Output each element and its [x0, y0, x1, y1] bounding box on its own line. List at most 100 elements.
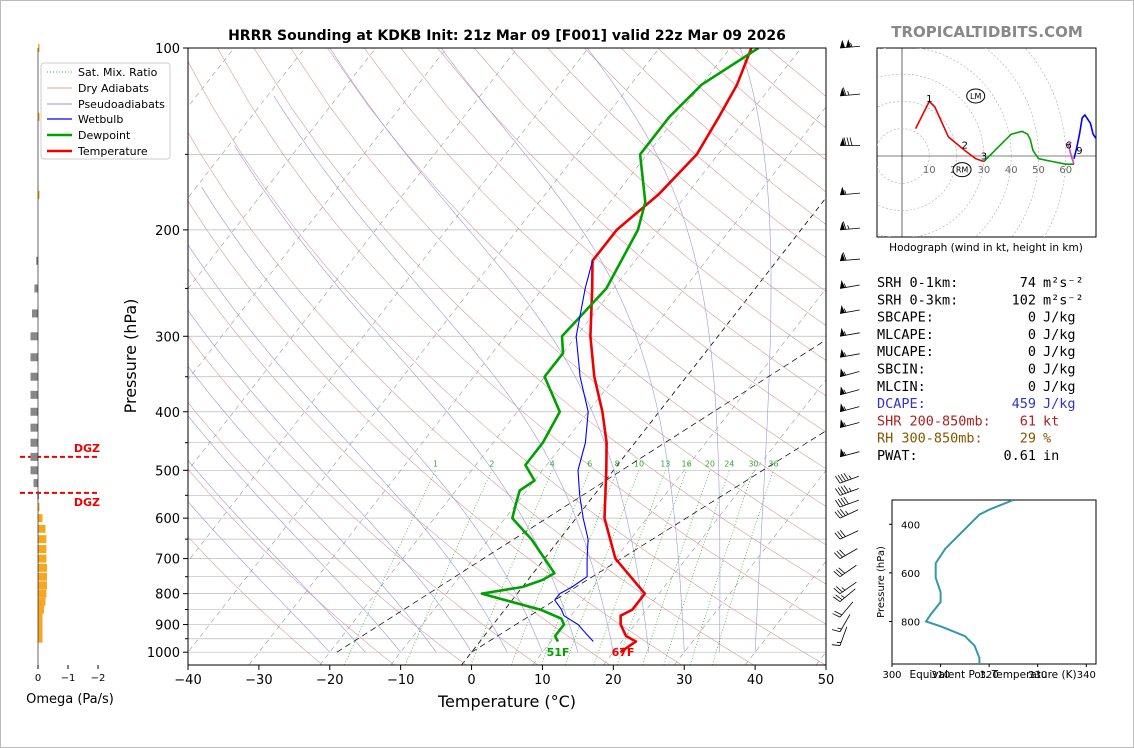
omega-bar: [30, 423, 38, 432]
barb-half: [847, 91, 850, 96]
dewpoint-line: [480, 48, 760, 643]
x-tick-label: −10: [387, 673, 414, 688]
dry-adiabat: [437, 48, 826, 397]
hodo-rm-label: RM: [956, 166, 969, 175]
barb-staff: [839, 227, 860, 231]
dry-adiabat: [327, 48, 826, 507]
index-unit: kt: [1043, 413, 1059, 429]
index-unit: J/kg: [1043, 344, 1076, 360]
mixing-ratio-line: [564, 470, 640, 665]
wind-barb: [831, 614, 851, 633]
barb-staff: [839, 488, 859, 496]
hodo-ring: [1024, 48, 1067, 237]
barb-full: [834, 610, 843, 616]
index-label: PWAT:: [877, 448, 918, 464]
barb-half: [843, 389, 847, 394]
index-value: 74: [1020, 275, 1036, 291]
barb-half: [843, 308, 847, 313]
omega-bar: [38, 524, 46, 533]
x-axis-label: Temperature (°C): [437, 692, 576, 711]
isotherm-line: [461, 197, 826, 665]
wind-barb: [839, 327, 860, 337]
mixing-ratio-label: 30: [748, 459, 758, 468]
barb-half: [843, 352, 847, 357]
sounding-indices: SRH 0-1km: 74 m²s⁻² SRH 0-3km: 102 m²s⁻² SBCAP…: [877, 275, 1084, 464]
wind-barb: [839, 221, 860, 231]
isotherm-line: [188, 48, 447, 381]
omega-bar: [30, 372, 38, 381]
omega-bar: [38, 605, 44, 614]
barb-half: [843, 283, 847, 288]
skewt-frame: [187, 47, 827, 666]
hodo-ring-label: 10: [923, 165, 936, 176]
barb-staff: [839, 475, 859, 484]
omega-bar: [30, 438, 38, 447]
mixing-ratio-label: 13: [660, 459, 670, 468]
omega-bar: [30, 452, 38, 461]
pseudoadiabat: [188, 365, 437, 653]
barb-half: [836, 641, 842, 644]
barb-full: [837, 510, 844, 518]
barb-full: [834, 532, 841, 540]
hodo-trace-green: [983, 130, 1074, 165]
mixing-ratio-line: [689, 470, 754, 665]
barb-flag: [840, 448, 845, 457]
barb-half: [841, 587, 846, 591]
skewt-lines: [480, 48, 760, 654]
omega-x-tick-label: 0: [35, 673, 41, 684]
dry-adiabat: [188, 536, 323, 665]
y-tick-label: 300: [155, 330, 180, 345]
index-label: DCAPE:: [877, 396, 926, 412]
y-tick-label: 800: [155, 588, 180, 603]
x-tick-label: 40: [747, 673, 764, 688]
barb-half: [841, 595, 845, 599]
y-axis-label: Pressure (hPa): [121, 299, 140, 414]
barb-full: [839, 508, 846, 516]
mixing-ratio-label: 10: [634, 459, 644, 468]
hodo-height-label: 2: [962, 141, 968, 152]
barb-staff: [839, 581, 857, 594]
barb-full: [835, 594, 843, 601]
wind-barb: [839, 87, 860, 97]
barb-staff: [839, 406, 860, 413]
mixing-ratio-label: 8: [615, 459, 620, 468]
index-label: MUCAPE:: [877, 344, 934, 360]
surface-dewpoint-label: 51F: [547, 646, 570, 659]
hodograph: 10203040506012369LMRM: [877, 48, 1096, 237]
wetbulb-line: [554, 260, 594, 642]
dgz-label: DGZ: [74, 496, 100, 509]
barb-flag: [845, 39, 851, 48]
omega-bar: [38, 514, 43, 523]
omega-x-tick-label: −1: [61, 673, 76, 684]
mixing-ratio-label: 24: [724, 459, 734, 468]
dry-adiabat: [290, 48, 826, 546]
temperature-line: [589, 48, 753, 654]
pseudoadiabat: [234, 145, 579, 653]
dry-adiabat: [217, 48, 826, 625]
barb-flag: [840, 252, 845, 261]
barb-full: [837, 531, 844, 539]
omega-bar: [38, 112, 40, 121]
wind-barb: [839, 386, 860, 396]
isotherm-line: [248, 48, 731, 665]
dry-adiabat: [188, 468, 395, 665]
isotherm-line: [532, 288, 826, 665]
hodograph-caption: Hodograph (wind in kt, height in km): [889, 242, 1083, 254]
pseudoadiabat: [188, 501, 331, 653]
thetae-x-tick-label: 310: [931, 670, 950, 681]
wind-barb: [831, 626, 848, 646]
barb-staff: [839, 509, 859, 519]
barb-half: [843, 406, 847, 411]
wind-barb: [839, 39, 860, 49]
hodo-lm-label: LM: [970, 92, 981, 101]
barb-flag: [840, 186, 845, 195]
barb-flag: [840, 403, 845, 412]
wind-barb: [839, 348, 860, 358]
barb-full: [839, 529, 846, 537]
legend: Sat. Mix. Ratio Dry Adiabats Pseudoadiab…: [40, 62, 171, 160]
wind-barb: [839, 186, 860, 196]
hodo-ring-label: 50: [1032, 165, 1045, 176]
omega-bar: [33, 479, 38, 488]
barb-flag: [840, 280, 845, 289]
omega-bar: [32, 309, 38, 318]
